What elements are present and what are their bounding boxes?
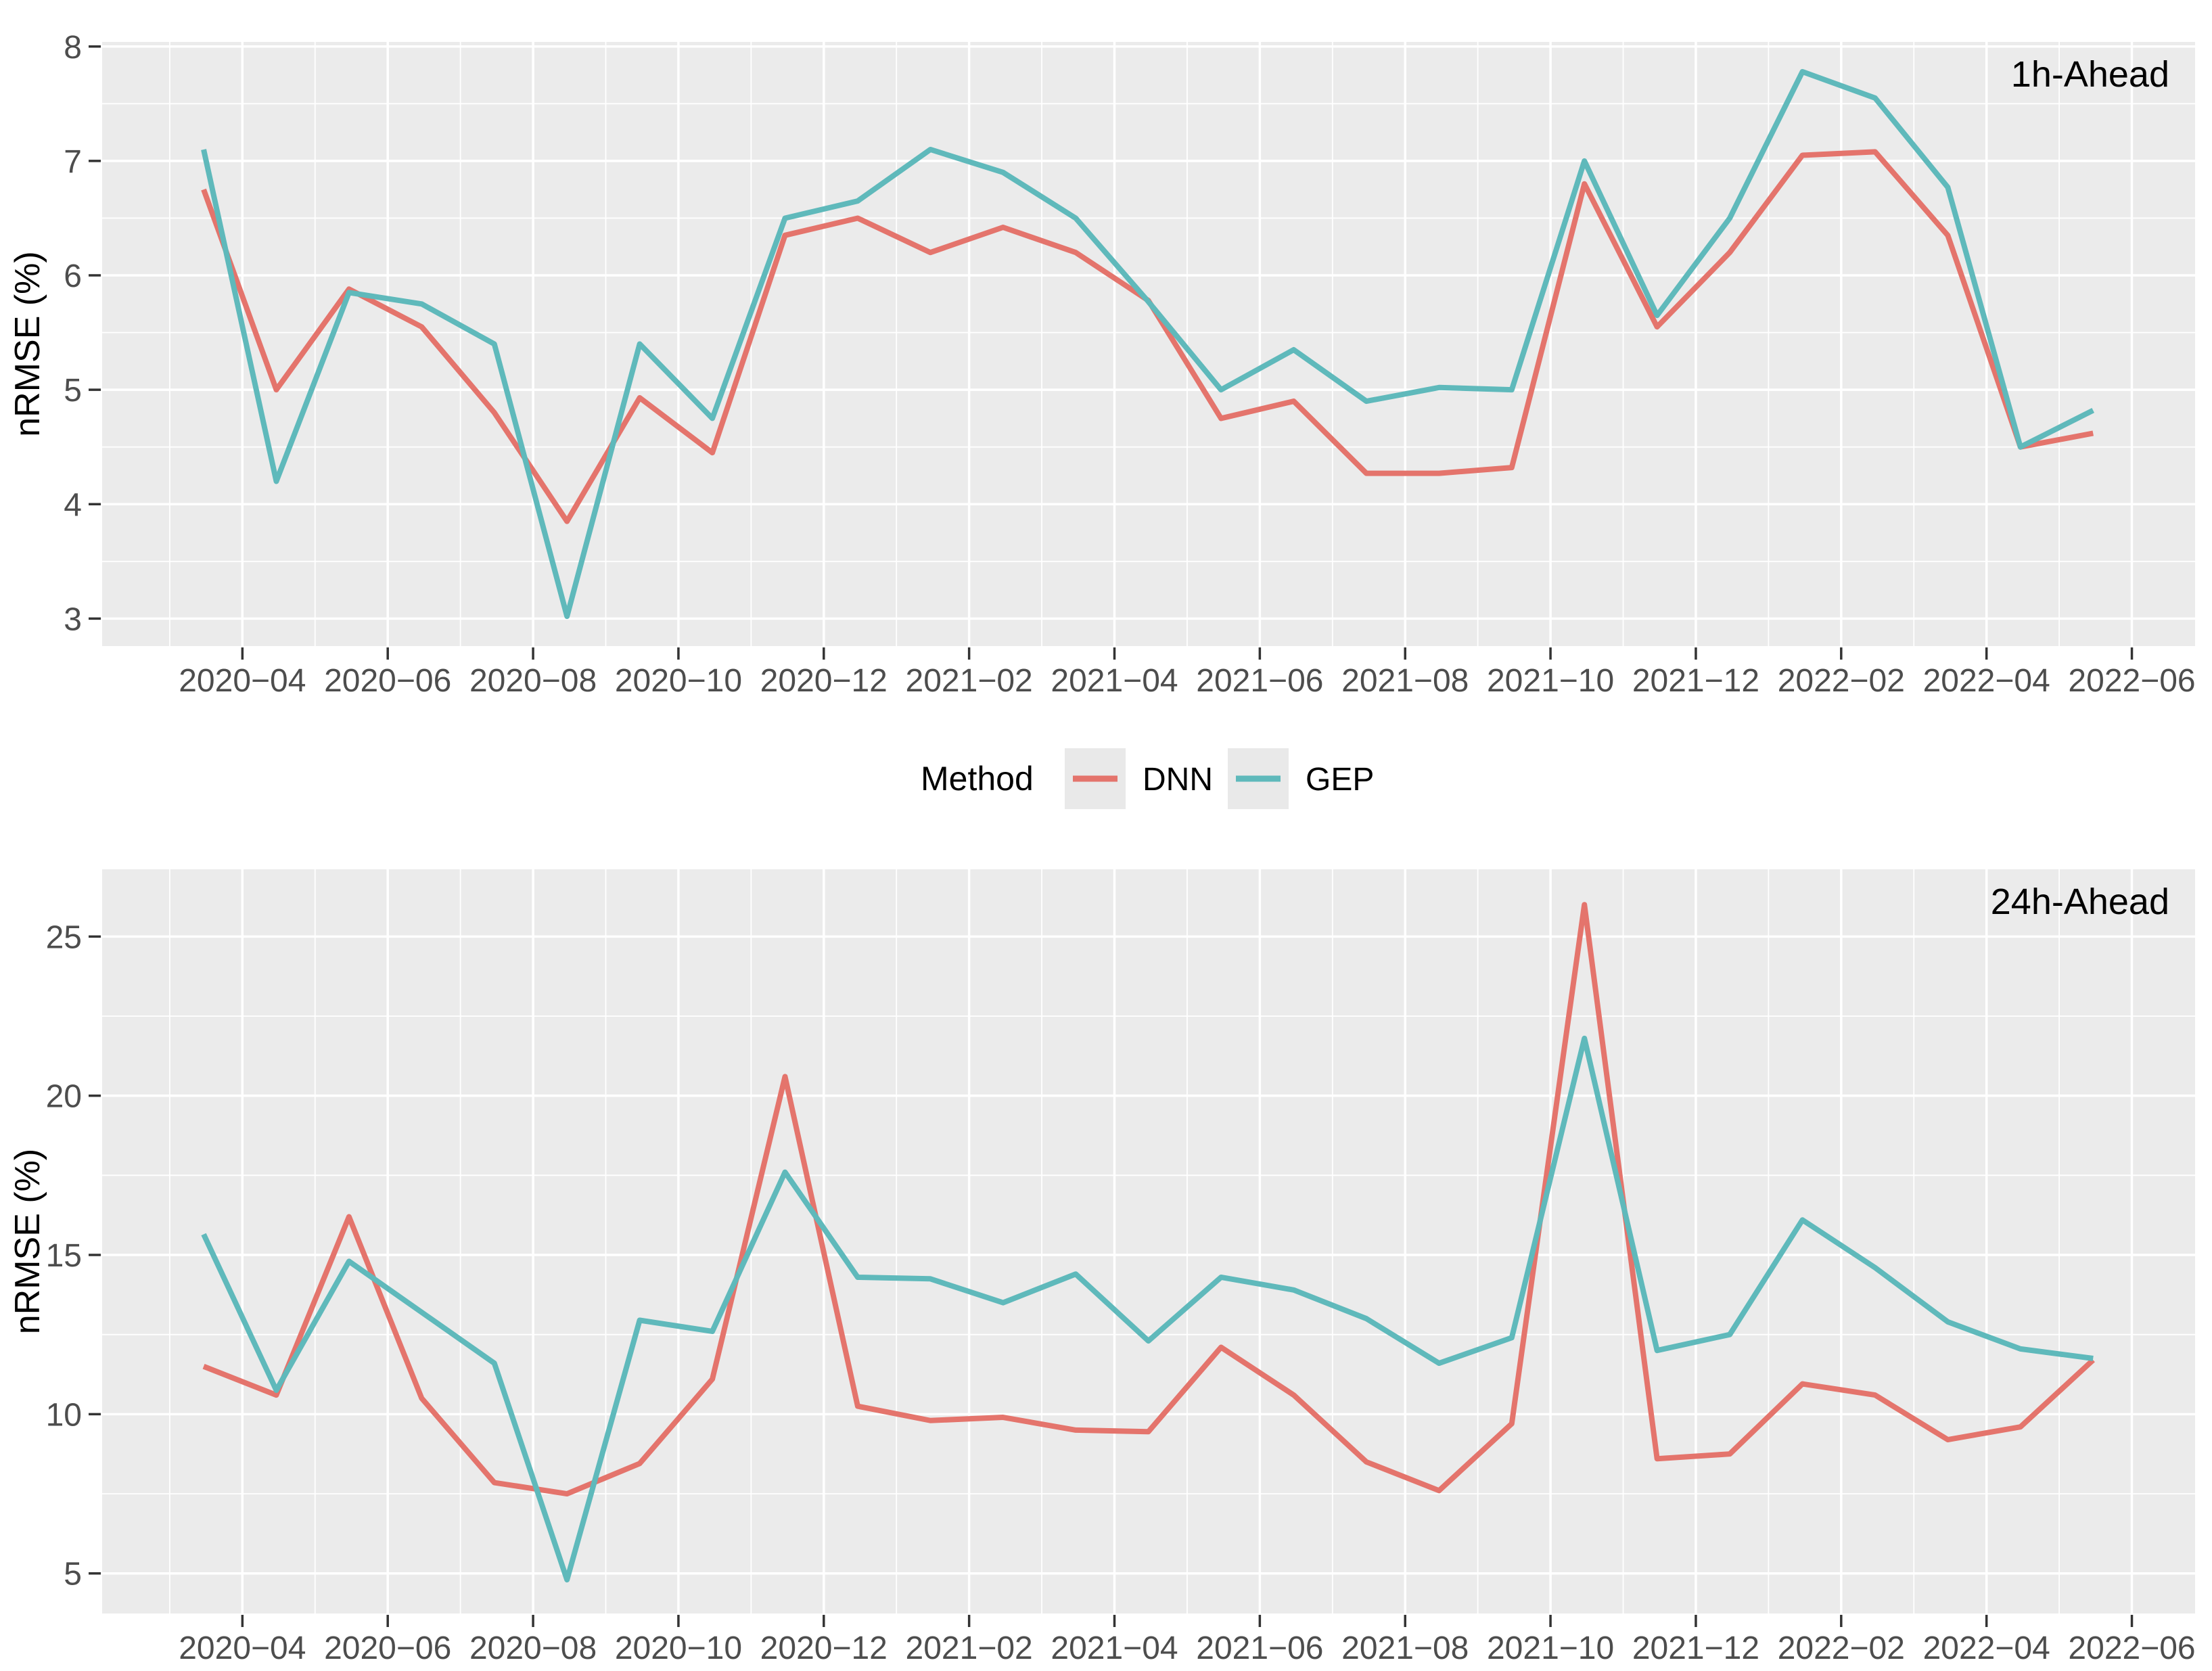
x-axis-tick-label: 2021−02: [906, 663, 1033, 699]
y-axis-tick-label: 6: [64, 258, 82, 294]
x-axis-tick-label: 2021−04: [1051, 663, 1178, 699]
y-axis-tick-label: 5: [64, 373, 82, 409]
x-axis-tick-label: 2020−06: [324, 1630, 451, 1666]
y-axis-title: nRMSE (%): [8, 1149, 47, 1334]
panel-annotation-24h-ahead: 24h-Ahead: [1991, 882, 2169, 922]
x-axis-tick-label: 2021−08: [1341, 1630, 1469, 1666]
series-line-gep: [201, 68, 2095, 620]
legend-title: Method: [921, 760, 1034, 798]
x-axis-tick-label: 2021−10: [1487, 663, 1614, 699]
x-axis-tick-label: 2020−08: [469, 1630, 597, 1666]
panel-background: [102, 42, 2195, 646]
panel-background: [102, 869, 2195, 1613]
x-axis-tick-label: 2021−06: [1196, 663, 1323, 699]
x-axis-tick-label: 2021−12: [1632, 663, 1759, 699]
x-axis-tick-label: 2022−04: [1923, 1630, 2050, 1666]
legend-label-gep: GEP: [1306, 762, 1374, 798]
y-axis-tick-label: 3: [64, 601, 82, 637]
series-line-dnn: [202, 902, 2095, 1497]
x-axis-tick-label: 2020−10: [615, 663, 742, 699]
series-line-gep: [201, 1035, 2094, 1583]
panel-1h-Ahead: 2020−04 2020−06 2020−08 2020−10 2020−12 2021−…: [8, 30, 2196, 699]
y-axis-tick-label: 25: [46, 919, 82, 955]
legend: Method DNN GEP: [921, 748, 1374, 809]
panel-annotation-1h-ahead: 1h-Ahead: [2011, 54, 2169, 95]
x-axis-tick-label: 2020−06: [324, 663, 451, 699]
y-axis-tick-label: 8: [64, 30, 82, 66]
y-axis-tick-label: 15: [46, 1238, 82, 1274]
x-axis-tick-label: 2022−02: [1778, 1630, 1905, 1666]
panel-24h-Ahead: 2020−04 2020−06 2020−08 2020−10 2020−12 2021−…: [8, 869, 2196, 1666]
x-axis-tick-label: 2021−08: [1341, 663, 1469, 699]
x-axis-tick-label: 2021−06: [1196, 1630, 1323, 1666]
y-axis-tick-label: 10: [46, 1397, 82, 1433]
x-axis-tick-label: 2022−06: [2068, 1630, 2195, 1666]
x-axis-tick-label: 2021−04: [1051, 1630, 1178, 1666]
y-axis-title: nRMSE (%): [8, 251, 47, 436]
x-axis-tick-label: 2020−12: [760, 1630, 888, 1666]
y-axis-tick-label: 20: [46, 1079, 82, 1115]
x-axis-tick-label: 2020−04: [179, 663, 306, 699]
x-axis-tick-label: 2022−02: [1778, 663, 1905, 699]
x-axis-tick-label: 2020−08: [469, 663, 597, 699]
x-axis-tick-label: 2020−04: [179, 1630, 306, 1666]
x-axis-tick-label: 2020−12: [760, 663, 888, 699]
y-axis-tick-label: 7: [64, 144, 82, 180]
x-axis-tick-label: 2021−02: [906, 1630, 1033, 1666]
x-axis-tick-label: 2021−10: [1487, 1630, 1614, 1666]
x-axis-tick-label: 2020−10: [615, 1630, 742, 1666]
x-axis-tick-label: 2022−04: [1923, 663, 2050, 699]
y-axis-tick-label: 4: [64, 487, 82, 523]
x-axis-tick-label: 2021−12: [1632, 1630, 1759, 1666]
legend-label-dnn: DNN: [1143, 762, 1213, 798]
x-axis-tick-label: 2022−06: [2068, 663, 2195, 699]
y-axis-tick-label: 5: [64, 1557, 82, 1593]
